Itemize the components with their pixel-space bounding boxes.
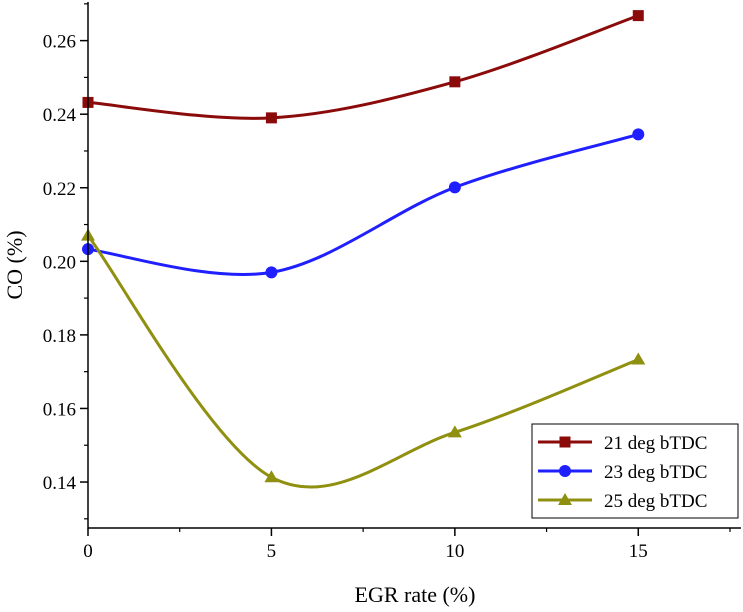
legend-label-2: 23 deg bTDC — [604, 462, 707, 483]
legend-label-3: 25 deg bTDC — [604, 491, 707, 512]
y-tick-label-1: 0.14 — [43, 473, 77, 494]
x-tick-label-4: 15 — [629, 541, 648, 562]
x-axis-title: EGR rate (%) — [355, 582, 476, 607]
y-tick-label-5: 0.22 — [43, 179, 76, 200]
legend-marker-1 — [559, 436, 571, 448]
data-point-1-4 — [632, 10, 644, 22]
legend-item-3: 25 deg bTDC — [538, 491, 707, 512]
series-line-2 — [87, 132, 639, 277]
data-point-1-3 — [449, 76, 461, 88]
data-point-2-2 — [265, 266, 278, 279]
series-2 — [82, 128, 645, 279]
legend: 21 deg bTDC 23 deg bTDC 25 deg bTDC — [531, 423, 739, 519]
y-tick-label-3: 0.18 — [43, 326, 76, 347]
x-tick-label-3: 10 — [445, 541, 464, 562]
y-axis-title: CO (%) — [2, 230, 27, 299]
legend-marker-2 — [559, 465, 571, 477]
y-tick-label-7: 0.26 — [43, 32, 76, 53]
legend-item-1: 21 deg bTDC — [538, 433, 707, 454]
data-point-3-2 — [264, 470, 279, 483]
axes: 0 5 10 15 0.14 0.16 0.18 0.20 0.22 0.24 0.26 — [43, 2, 741, 562]
legend-label-1: 21 deg bTDC — [604, 433, 707, 454]
series-line-3 — [86, 234, 639, 489]
legend-item-2: 23 deg bTDC — [538, 462, 707, 483]
y-tick-label-2: 0.16 — [43, 399, 76, 420]
plot-area — [81, 10, 646, 489]
x-tick-label-1: 0 — [83, 541, 93, 562]
data-point-3-4 — [631, 352, 646, 365]
x-tick-label-2: 5 — [267, 541, 277, 562]
data-point-2-4 — [632, 128, 645, 141]
y-tick-label-6: 0.24 — [43, 105, 77, 126]
data-point-2-3 — [448, 181, 461, 194]
data-point-3-3 — [447, 425, 462, 438]
series-1 — [82, 10, 644, 124]
data-point-1-2 — [265, 112, 277, 124]
series-line-1 — [87, 14, 639, 120]
y-tick-label-4: 0.20 — [43, 252, 76, 273]
legend-marker-3 — [558, 493, 572, 505]
